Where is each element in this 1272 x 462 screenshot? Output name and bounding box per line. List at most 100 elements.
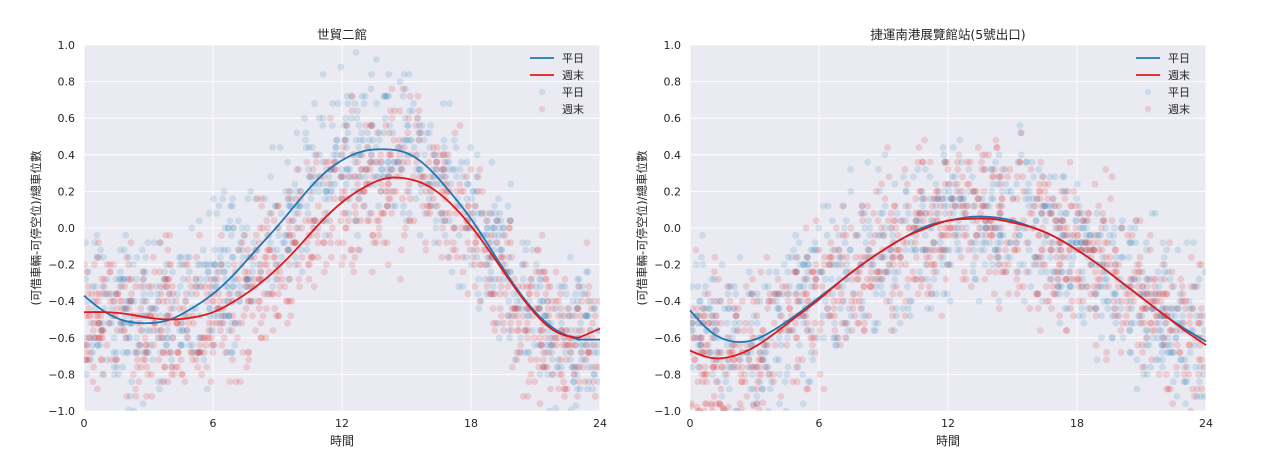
scatter-point xyxy=(1057,209,1065,217)
scatter-point xyxy=(408,107,416,115)
scatter-point xyxy=(128,297,135,305)
scatter-point xyxy=(267,173,275,181)
scatter-point xyxy=(143,363,151,371)
scatter-point xyxy=(111,356,119,364)
y-tick-label: −1.0 xyxy=(48,405,75,418)
scatter-point xyxy=(169,334,177,342)
scatter-point xyxy=(492,239,500,247)
scatter-point xyxy=(696,341,704,349)
scatter-point xyxy=(563,385,571,393)
scatter-point xyxy=(89,341,97,349)
scatter-point xyxy=(291,239,299,247)
scatter-point xyxy=(902,187,910,195)
scatter-point xyxy=(748,370,756,378)
scatter-point xyxy=(1130,297,1137,305)
scatter-point xyxy=(824,305,832,312)
scatter-point xyxy=(554,334,562,342)
scatter-point xyxy=(492,209,499,217)
scatter-point xyxy=(695,407,702,411)
scatter-point xyxy=(184,275,192,283)
scatter-point xyxy=(999,268,1007,276)
scatter-point xyxy=(546,283,554,291)
scatter-point xyxy=(440,144,448,151)
scatter-point xyxy=(704,341,712,349)
scatter-point xyxy=(996,231,1004,239)
scatter-point xyxy=(385,151,393,159)
scatter-point xyxy=(422,239,430,247)
scatter-point xyxy=(429,195,437,203)
scatter-point xyxy=(474,187,482,195)
scatter-point xyxy=(507,180,515,188)
scatter-point xyxy=(817,268,825,276)
scatter-point xyxy=(590,348,598,356)
scatter-point xyxy=(1164,341,1172,349)
scatter-point xyxy=(116,268,124,276)
scatter-point xyxy=(405,180,413,188)
scatter-point xyxy=(225,290,233,298)
scatter-point xyxy=(185,268,193,276)
scatter-point xyxy=(93,319,101,327)
scatter-point xyxy=(315,187,323,195)
scatter-point xyxy=(939,144,947,151)
scatter-point xyxy=(99,290,107,298)
scatter-point xyxy=(219,195,227,203)
scatter-point xyxy=(857,305,865,312)
scatter-point xyxy=(753,319,761,327)
scatter-point xyxy=(981,165,989,173)
scatter-point xyxy=(808,268,815,276)
scatter-point xyxy=(227,202,235,210)
scatter-point xyxy=(112,348,120,356)
scatter-point xyxy=(396,136,404,144)
scatter-point xyxy=(99,319,107,327)
scatter-point xyxy=(457,158,465,166)
scatter-point xyxy=(286,202,294,210)
scatter-point xyxy=(548,341,555,349)
scatter-point xyxy=(459,253,467,261)
scatter-point xyxy=(1093,209,1101,217)
scatter-point xyxy=(542,275,550,283)
scatter-point xyxy=(306,173,314,181)
scatter-point xyxy=(269,290,277,298)
scatter-point xyxy=(390,187,398,195)
scatter-point xyxy=(491,275,499,283)
scatter-point xyxy=(726,297,734,305)
scatter-point xyxy=(866,224,874,232)
scatter-point xyxy=(469,209,477,217)
scatter-point xyxy=(851,312,859,320)
scatter-point xyxy=(909,173,917,181)
scatter-point xyxy=(139,268,147,276)
scatter-point xyxy=(544,283,552,291)
scatter-point xyxy=(307,195,315,203)
scatter-point xyxy=(912,195,920,203)
scatter-point xyxy=(208,283,216,291)
scatter-point xyxy=(996,209,1004,217)
scatter-point xyxy=(477,297,485,305)
scatter-point xyxy=(1196,378,1203,386)
scatter-point xyxy=(169,268,176,276)
scatter-point xyxy=(164,348,172,356)
scatter-point xyxy=(125,261,132,269)
scatter-point xyxy=(84,239,90,247)
scatter-point xyxy=(940,290,948,298)
scatter-point xyxy=(588,363,596,371)
scatter-point xyxy=(511,305,519,312)
scatter-point xyxy=(1036,327,1044,334)
scatter-point xyxy=(215,202,223,210)
scatter-point xyxy=(809,341,817,349)
scatter-point xyxy=(1161,305,1169,312)
scatter-point xyxy=(274,202,282,210)
scatter-point xyxy=(712,327,720,334)
scatter-point xyxy=(860,327,868,334)
legend-marker-swatch xyxy=(1144,105,1152,113)
scatter-point xyxy=(296,283,304,291)
scatter-point xyxy=(485,253,493,261)
scatter-point xyxy=(220,246,228,254)
scatter-point xyxy=(473,246,481,254)
scatter-point xyxy=(252,327,259,334)
scatter-point xyxy=(553,363,561,371)
scatter-point xyxy=(971,275,979,283)
scatter-point xyxy=(449,246,457,254)
scatter-point xyxy=(585,363,593,371)
scatter-point xyxy=(497,283,505,291)
scatter-point xyxy=(110,297,118,305)
